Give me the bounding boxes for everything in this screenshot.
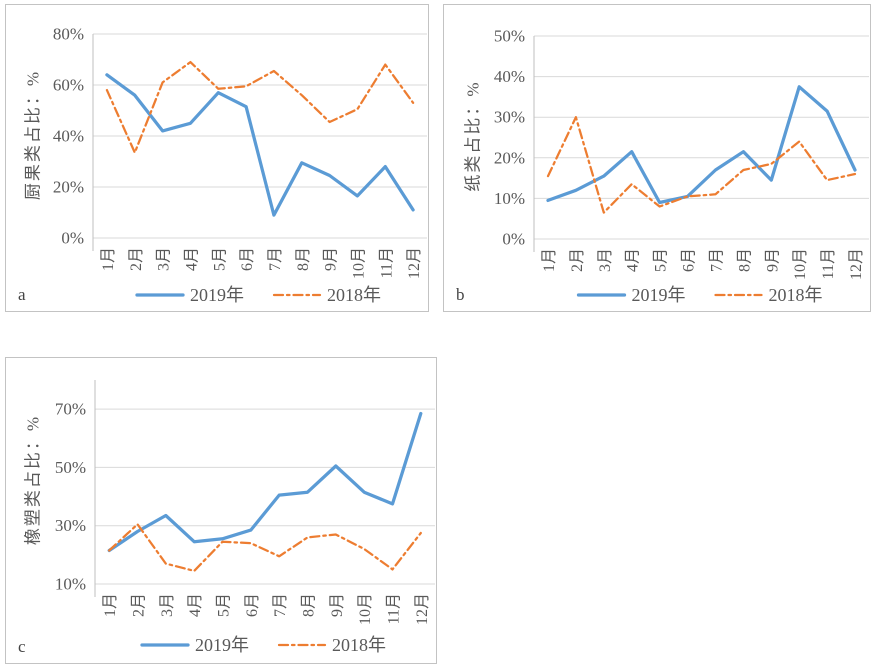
x-tick-label: 1月 [102,593,119,617]
x-tick-label: 8月 [295,247,312,271]
y-tick-label: 40% [53,127,84,146]
x-tick-label: 7月 [708,248,725,272]
x-tick-label: 5月 [216,593,233,617]
x-tick-label: 11月 [820,248,837,279]
legend-label-2018年: 2018年 [332,635,386,655]
x-tick-label: 11月 [378,247,395,278]
x-tick-label: 2月 [128,247,145,271]
chart-panel-b: 0% 10% 20% 30% 40% 50% 1月 2月 3月 4月 5月 6月 7月 8月 9月 10月 11… [443,4,871,312]
x-tick-label: 9月 [323,247,340,271]
x-tick-label: 3月 [156,247,173,271]
y-tick-label: 0% [502,230,525,249]
chart-b-y-axis-title: 纸类占比：% [463,80,483,192]
chart-panel-c: 10% 30% 50% 70% 1月 2月 3月 4月 5月 6月 7月 8月 9月 10月 11月 12月 2… [5,357,437,664]
x-tick-label: 6月 [244,593,261,617]
chart-a-panel-letter: a [18,285,26,304]
y-tick-label: 30% [55,516,86,535]
chart-c-plot-area: 10% 30% 50% 70% 1月 2月 3月 4月 5月 6月 7月 8月 9月 10月 11月 12月 2… [55,380,435,655]
x-tick-label: 7月 [272,593,289,617]
chart-a-y-axis-title: 厨果类占比：% [23,69,43,201]
y-tick-label: 60% [53,76,84,95]
chart-c-y-axis-title: 橡塑类占比：% [23,414,43,546]
chart-c-panel-letter: c [18,637,26,656]
y-tick-label: 20% [53,178,84,197]
x-tick-label: 10月 [357,593,374,625]
x-tick-label: 3月 [159,593,176,617]
x-tick-label: 8月 [736,248,753,272]
series-line-2019年 [107,411,423,553]
x-tick-label: 9月 [329,593,346,617]
chart-b-panel-letter: b [456,285,465,304]
legend-label-2019年: 2019年 [632,285,686,305]
y-tick-label: 0% [61,229,84,248]
y-tick-label: 50% [494,27,525,46]
x-tick-label: 6月 [681,248,698,272]
x-tick-label: 7月 [267,247,284,271]
legend-label-2019年: 2019年 [195,635,249,655]
x-tick-label: 10月 [792,248,809,280]
y-tick-label: 70% [55,400,86,419]
chart-b-plot-area: 0% 10% 20% 30% 40% 50% 1月 2月 3月 4月 5月 6月 7月 8月 9月 10月 11… [494,27,869,305]
x-tick-label: 12月 [406,247,423,279]
x-tick-label: 2月 [569,248,586,272]
x-tick-label: 5月 [211,247,228,271]
y-tick-label: 30% [494,108,525,127]
legend-label-2019年: 2019年 [190,285,244,305]
series-line-2018年 [108,523,422,573]
x-tick-label: 2月 [131,593,148,617]
x-tick-label: 5月 [653,248,670,272]
x-tick-label: 4月 [187,593,204,617]
legend-label-2018年: 2018年 [327,285,381,305]
x-tick-label: 8月 [301,593,318,617]
x-tick-label: 6月 [239,247,256,271]
y-tick-label: 40% [494,67,525,86]
y-tick-label: 10% [55,575,86,594]
x-tick-label: 10月 [350,247,367,279]
x-tick-label: 3月 [597,248,614,272]
x-tick-label: 1月 [541,248,558,272]
x-tick-label: 4月 [183,247,200,271]
chart-panel-a: 0% 20% 40% 60% 80% 1月 2月 3月 4月 5月 6月 7月 8月 9月 10月 11月 12… [5,4,429,312]
y-tick-label: 20% [494,148,525,167]
series-line-2019年 [105,73,415,217]
x-tick-label: 9月 [764,248,781,272]
y-tick-label: 10% [494,189,525,208]
x-tick-label: 12月 [414,593,431,625]
y-tick-label: 80% [53,25,84,44]
legend-label-2018年: 2018年 [769,285,823,305]
series-line-2019年 [546,85,857,205]
x-tick-label: 1月 [100,247,117,271]
series-line-2018年 [105,60,415,154]
chart-a-plot-area: 0% 20% 40% 60% 80% 1月 2月 3月 4月 5月 6月 7月 8月 9月 10月 11月 12… [53,25,427,305]
x-tick-label: 4月 [625,248,642,272]
x-tick-label: 12月 [848,248,865,280]
x-tick-label: 11月 [386,593,403,624]
y-tick-label: 50% [55,458,86,477]
